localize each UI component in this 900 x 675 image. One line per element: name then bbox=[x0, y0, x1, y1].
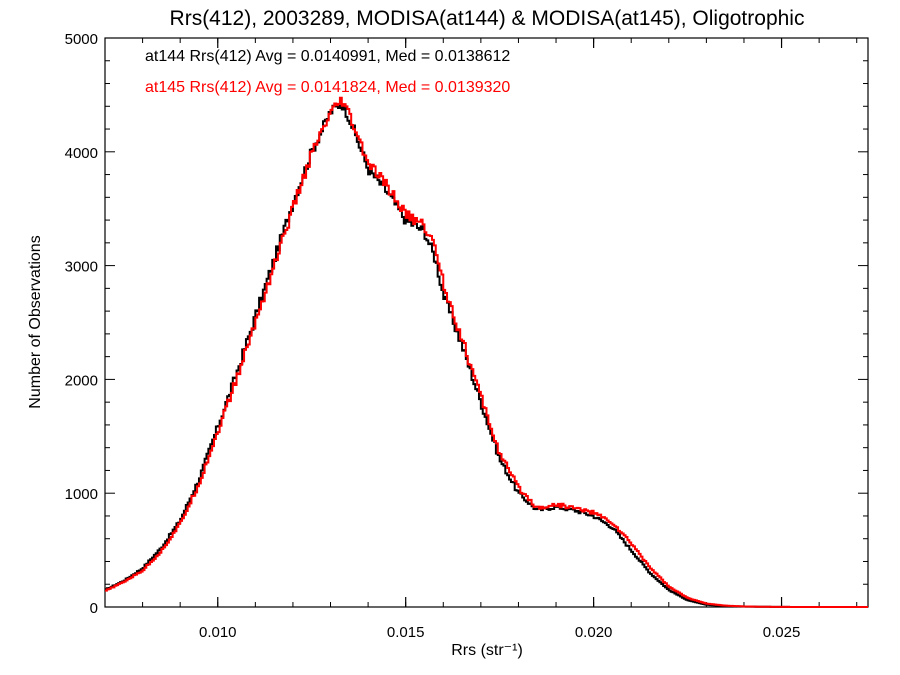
plot-frame bbox=[104, 37, 869, 608]
x-tick-label: 0.015 bbox=[387, 624, 425, 641]
x-axis-label: Rrs (str⁻¹) bbox=[451, 642, 523, 659]
y-tick-label: 0 bbox=[90, 600, 98, 617]
y-axis-ticks: 0 1000 2000 3000 4000 5000 bbox=[65, 31, 868, 617]
x-tick-label: 0.025 bbox=[763, 624, 801, 641]
y-tick-label: 2000 bbox=[65, 372, 98, 389]
chart-title: Rrs(412), 2003289, MODISA(at144) & MODIS… bbox=[170, 7, 805, 30]
series-line-at145 bbox=[105, 96, 868, 608]
x-axis-ticks: 0.010 0.015 0.020 0.025 bbox=[104, 38, 858, 641]
series-line-at144 bbox=[105, 104, 868, 608]
y-tick-label: 1000 bbox=[65, 486, 98, 503]
legend-at144: at144 Rrs(412) Avg = 0.0140991, Med = 0.… bbox=[145, 48, 510, 65]
y-tick-label: 5000 bbox=[65, 31, 98, 48]
series-layer bbox=[105, 96, 868, 608]
x-tick-label: 0.020 bbox=[575, 624, 613, 641]
y-tick-label: 4000 bbox=[65, 145, 98, 162]
x-tick-label: 0.010 bbox=[199, 624, 237, 641]
y-tick-label: 3000 bbox=[65, 259, 98, 276]
y-axis-label: Number of Observations bbox=[27, 235, 44, 408]
legend-at145: at145 Rrs(412) Avg = 0.0141824, Med = 0.… bbox=[145, 79, 510, 96]
